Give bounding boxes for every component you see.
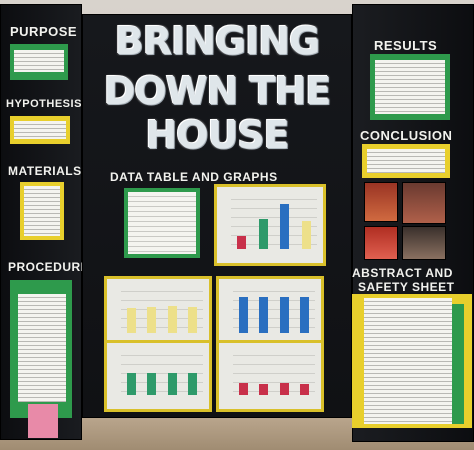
- chart-bot-right-bar-2: [259, 384, 268, 395]
- chart-mid-left-bar-1: [127, 308, 136, 333]
- data-table-mat: [124, 188, 200, 258]
- chart-bot-left-bar-2: [147, 373, 156, 395]
- materials-mat: [20, 182, 64, 240]
- purpose-sheet: [14, 50, 64, 72]
- title-line-3: HOUSE: [145, 113, 289, 157]
- chart-mid-left-bar-3: [168, 306, 177, 333]
- photo-3: [364, 226, 398, 260]
- procedure-sheet: [18, 294, 66, 402]
- photo-2: [402, 182, 446, 224]
- chart-mid-left: [104, 276, 212, 350]
- hypothesis-sheet: [14, 121, 66, 139]
- title-line-1: BRINGING: [114, 19, 321, 63]
- hypothesis-header: HYPOTHESIS: [6, 98, 82, 110]
- results-sheet: [375, 60, 445, 114]
- chart-bot-right: [216, 340, 324, 412]
- procedure-header: PROCEDURE: [8, 260, 90, 274]
- chart-bot-left-bar-1: [127, 373, 136, 395]
- purpose-mat: [10, 44, 68, 80]
- pink-pocket: [28, 404, 58, 438]
- chart-mid-right-bar-2: [259, 297, 268, 333]
- chart-top-bar-1: [237, 236, 246, 249]
- data-table-header: DATA TABLE AND GRAPHS: [110, 170, 278, 184]
- chart-top-bar-3: [280, 204, 289, 249]
- chart-mid-left-plot: [121, 291, 203, 333]
- results-mat: [370, 54, 450, 120]
- chart-mid-right-plot: [233, 291, 315, 333]
- results-header: RESULTS: [374, 38, 438, 53]
- chart-top-plot: [231, 199, 317, 249]
- materials-sheet: [24, 186, 60, 236]
- chart-top-bar-2: [259, 219, 268, 249]
- chart-bot-left-plot: [121, 355, 203, 395]
- center-panel: BRINGING DOWN THE HOUSE DATA TABLE AND G…: [82, 14, 352, 418]
- chart-bot-right-bar-3: [280, 383, 289, 395]
- chart-bot-left: [104, 340, 212, 412]
- conclusion-header: CONCLUSION: [360, 128, 453, 143]
- title-line-2: DOWN THE: [103, 69, 331, 113]
- materials-header: MATERIALS: [8, 164, 82, 178]
- photo-4: [402, 226, 446, 260]
- abstract-sheet: [364, 298, 452, 424]
- chart-mid-left-bar-4: [188, 307, 197, 333]
- hypothesis-mat: [10, 116, 70, 144]
- conclusion-sheet: [367, 149, 445, 173]
- abstract-green-strip: [452, 304, 464, 424]
- conclusion-mat: [362, 144, 450, 178]
- chart-top-bar-4: [302, 221, 311, 249]
- photo-1: [364, 182, 398, 222]
- chart-bot-left-bar-3: [168, 373, 177, 395]
- safety-sheet-header: SAFETY SHEET: [358, 280, 455, 294]
- abstract-mat: [352, 294, 472, 428]
- abstract-header: ABSTRACT AND: [352, 266, 453, 280]
- chart-mid-right-bar-4: [300, 297, 309, 333]
- chart-top: [214, 184, 326, 266]
- chart-mid-right-bar-1: [239, 297, 248, 333]
- data-table-sheet: [128, 192, 196, 254]
- chart-bot-right-bar-4: [300, 384, 309, 395]
- chart-mid-right-bar-3: [280, 297, 289, 333]
- right-panel: RESULTS CONCLUSION ABSTRACT AND SAFETY S…: [352, 4, 474, 442]
- purpose-header: PURPOSE: [10, 24, 78, 39]
- chart-bot-right-plot: [233, 355, 315, 395]
- chart-mid-left-bar-2: [147, 307, 156, 333]
- left-panel: PURPOSE HYPOTHESIS MATERIALS PROCEDURE: [0, 4, 89, 440]
- chart-bot-left-bar-4: [188, 373, 197, 395]
- procedure-mat: [10, 280, 72, 418]
- chart-bot-right-bar-1: [239, 383, 248, 395]
- chart-mid-right: [216, 276, 324, 350]
